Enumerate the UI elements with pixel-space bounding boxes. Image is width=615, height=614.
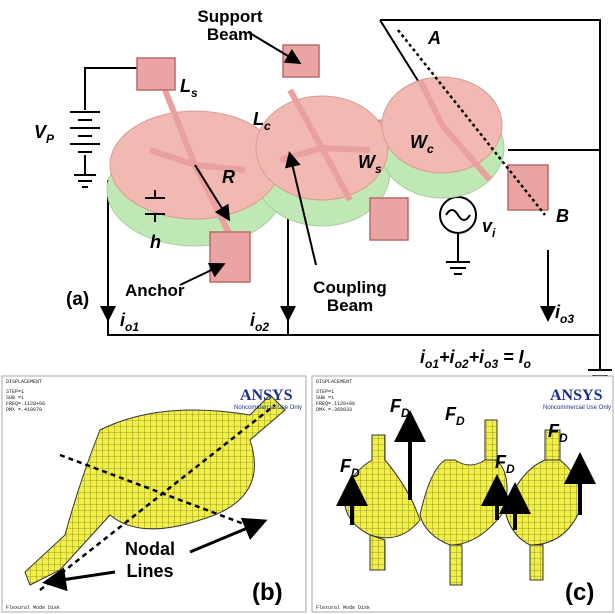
panel-label: (a) [66, 289, 89, 310]
note: Noncommercial Use Only [234, 405, 302, 411]
figure: Support Beam A B Anchor Coupling Beam (a… [0, 0, 615, 614]
battery [70, 112, 100, 152]
label: Anchor [125, 281, 185, 300]
subscript: c [264, 119, 271, 133]
subscript: o2 [255, 320, 269, 334]
panel-c [312, 376, 613, 612]
symbol-text: L [253, 109, 264, 129]
subscript: P [46, 132, 55, 146]
subscript: D [401, 406, 410, 420]
label: Lines [126, 561, 173, 581]
wire [74, 155, 96, 187]
label: Beam [327, 296, 373, 315]
symbol-text: R [222, 167, 235, 187]
label: Coupling [313, 278, 387, 297]
subscript: o3 [484, 357, 498, 371]
subscript: D [506, 462, 515, 476]
logo: ANSYS [240, 387, 293, 404]
subscript: s [375, 162, 382, 176]
subscript: o2 [455, 357, 469, 371]
equation: io1+io2+io3 = Io [420, 347, 531, 371]
subscript: o1 [125, 320, 139, 334]
label: Support [197, 7, 262, 26]
symbol: VP [34, 122, 55, 146]
wire [588, 335, 612, 382]
current-label: io1 [120, 310, 139, 334]
panel-a [70, 20, 612, 382]
subscript: D [559, 431, 568, 445]
symbol-text: L [180, 76, 191, 96]
symbol: R [222, 167, 235, 187]
symbol-text: h [150, 232, 161, 252]
point-label: B [556, 206, 569, 226]
symbol-text: + [439, 347, 450, 367]
subscript: o [524, 357, 531, 371]
subscript: D [351, 466, 360, 480]
footer: Flexural Mode Disk [6, 605, 60, 611]
subscript: o3 [560, 312, 574, 326]
header-line: DMX =.410870 [6, 407, 42, 413]
logo: ANSYS [550, 387, 603, 404]
header-line: DISPLACEMENT [6, 379, 42, 385]
symbol: vi [482, 216, 496, 240]
current-label: io3 [555, 302, 574, 326]
label: Beam [207, 25, 253, 44]
anchor-pad [508, 165, 548, 210]
point-label: A [427, 28, 441, 48]
subscript: o1 [425, 357, 439, 371]
subscript: s [191, 86, 198, 100]
symbol-text: + [469, 347, 480, 367]
note: Noncommercial Use Only [543, 405, 611, 411]
symbol-text: = [498, 347, 519, 367]
header-line: DISPLACEMENT [316, 379, 352, 385]
subscript: c [427, 142, 434, 156]
subscript: i [492, 226, 496, 240]
anchor-pad [370, 198, 408, 240]
current-label: io2 [250, 310, 269, 334]
panel-label: (c) [565, 579, 594, 606]
anchor-pad [137, 58, 175, 90]
label: Nodal [125, 539, 175, 559]
header-line: DMX =.369833 [316, 407, 352, 413]
panel-label: (b) [252, 579, 283, 606]
subscript: D [456, 414, 465, 428]
symbol: h [150, 232, 161, 252]
anchor-pad [210, 232, 250, 282]
footer: Flexural Mode Disk [316, 605, 370, 611]
symbol: Ls [180, 76, 198, 100]
anchor-pad [283, 45, 319, 77]
